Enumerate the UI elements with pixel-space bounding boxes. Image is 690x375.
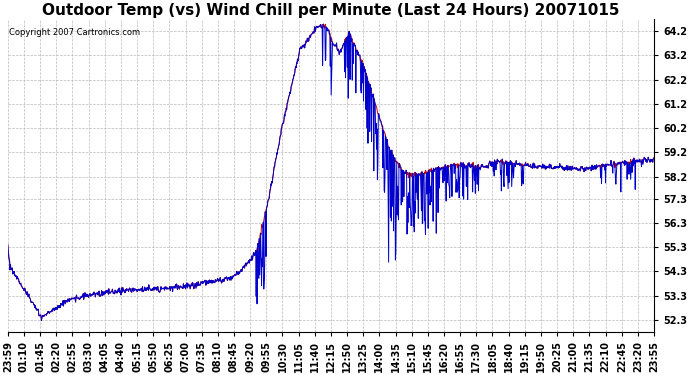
Text: Copyright 2007 Cartronics.com: Copyright 2007 Cartronics.com <box>9 28 140 38</box>
Title: Outdoor Temp (vs) Wind Chill per Minute (Last 24 Hours) 20071015: Outdoor Temp (vs) Wind Chill per Minute … <box>42 3 620 18</box>
